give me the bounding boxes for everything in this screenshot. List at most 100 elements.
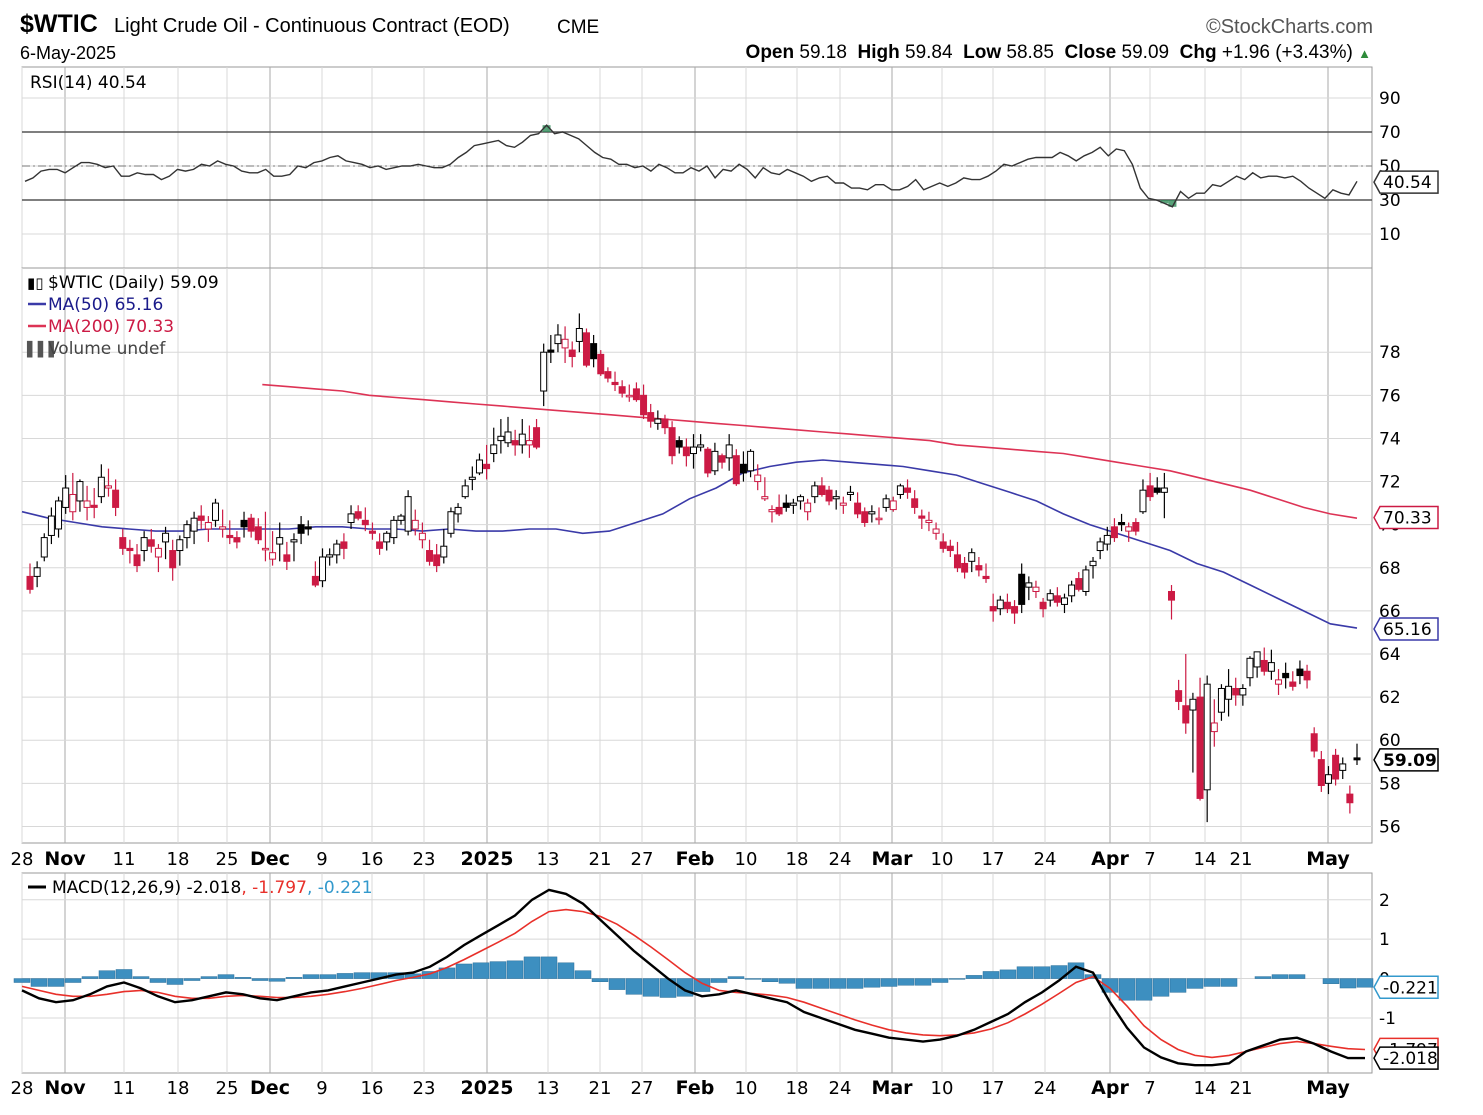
candle-body [1225,685,1233,700]
candle-body [761,496,769,500]
macd-x-tick: 10 [735,1078,758,1099]
macd-histogram-bar [81,976,99,979]
macd-histogram-bar [1169,978,1187,993]
candle-body [1003,601,1011,610]
candle-body [390,519,398,539]
macd-x-tick: 9 [316,1078,327,1099]
candle-body [918,515,926,519]
candle-body [732,455,740,485]
candle-body [112,489,120,508]
candle-body [640,394,648,416]
macd-histogram-bar [1186,978,1204,989]
rsi-y-tick: 90 [1379,89,1401,109]
candle-body [968,552,976,562]
candle-body [190,517,198,532]
price-x-tick: 9 [316,849,327,870]
candle-body [368,530,376,534]
candle-body [147,539,155,547]
candle-body [354,511,362,519]
macd-histogram-bar [1033,966,1051,979]
macd-histogram-bar [489,961,507,979]
candle-body [1068,584,1076,597]
candle-body [782,502,790,508]
candle-body [789,502,797,506]
candle-body [804,502,812,513]
candle-body [1317,759,1325,786]
chg-value: +1.96 (+3.43%) [1221,42,1353,63]
candle-body [1011,606,1019,614]
candle-body [654,418,662,424]
macd-histogram-bar [115,969,133,979]
candle-body [490,444,498,455]
candle-body [846,491,854,495]
candle-body [90,504,98,508]
candle-body [40,537,48,558]
candle-body [946,545,954,552]
price-y-tick: 68 [1379,559,1401,579]
open-value: 59.18 [799,42,847,63]
candle-body [319,556,327,582]
candle-body [1025,582,1033,588]
macd-histogram-bar [319,974,337,979]
macd-histogram-bar [625,978,643,995]
macd-histogram-bar [744,978,762,980]
macd-histogram-bar [846,978,864,989]
macd-histogram-bar [897,978,915,986]
candle-body [240,519,248,528]
price-x-tick: 27 [631,849,654,870]
candle-body [754,474,762,483]
macd-histogram-bar [574,970,592,979]
candle-body [411,519,419,530]
price-current-value: 59.09 [1383,751,1437,771]
high-value: 59.84 [905,42,953,63]
price-x-tick: 25 [216,849,239,870]
macd-histogram-bar [761,978,779,982]
candle-body [290,539,298,543]
candle-body [176,539,184,552]
macd-histogram-bar [829,978,847,989]
macd-histogram-bar [64,978,82,983]
price-y-tick: 60 [1379,731,1401,751]
candle-body [76,481,84,502]
candle-body [254,526,262,541]
macd-histogram-bar [982,971,1000,979]
candle-body [1160,487,1168,493]
price-y-tick: 76 [1379,386,1401,406]
rsi-legend: RSI(14) 40.54 [30,73,147,93]
macd-histogram-bar [183,978,201,981]
rsi-line [24,124,1358,208]
candle-body [1253,651,1261,668]
candle-body [932,528,940,534]
candle-body [233,537,241,543]
candle-body [440,545,448,558]
candle-body [461,485,469,498]
price-x-tick: 18 [167,849,190,870]
price-x-axis: 28 Nov 11 18 25 Dec 9 16 23 2025 13 21 27 Feb 10 18 24 Ma… [11,848,1351,870]
candle-body [718,455,726,463]
exchange-label: CME [557,17,600,38]
candle-body [140,537,148,552]
macd-histogram-bar [778,978,796,984]
rsi-overbought-fill [542,125,551,132]
macd-histogram-bar [812,978,830,989]
candle-body [561,338,569,349]
low-value: 58.85 [1006,42,1054,63]
volume-bars-icon: ▌▌▌ [26,340,59,358]
macd-histogram-bar [914,978,932,986]
candle-body [1089,560,1097,567]
macd-histogram-bar [540,956,558,979]
candle-body [1082,569,1090,592]
rsi-current-value-box [1373,170,1439,194]
candle-body [33,567,41,577]
macd-histogram-bar [30,978,48,987]
price-x-tick: May [1306,848,1350,870]
price-y-tick: 64 [1379,645,1401,665]
candle-body [1189,698,1197,711]
price-panel: 787674727068666462605856▮▯$WTIC (Daily) … [21,267,1439,844]
candle-body [1267,662,1275,672]
macd-frame [21,872,1373,1074]
candle-body [518,433,526,446]
candle-body [1125,526,1133,532]
rsi-frame [21,66,1373,269]
